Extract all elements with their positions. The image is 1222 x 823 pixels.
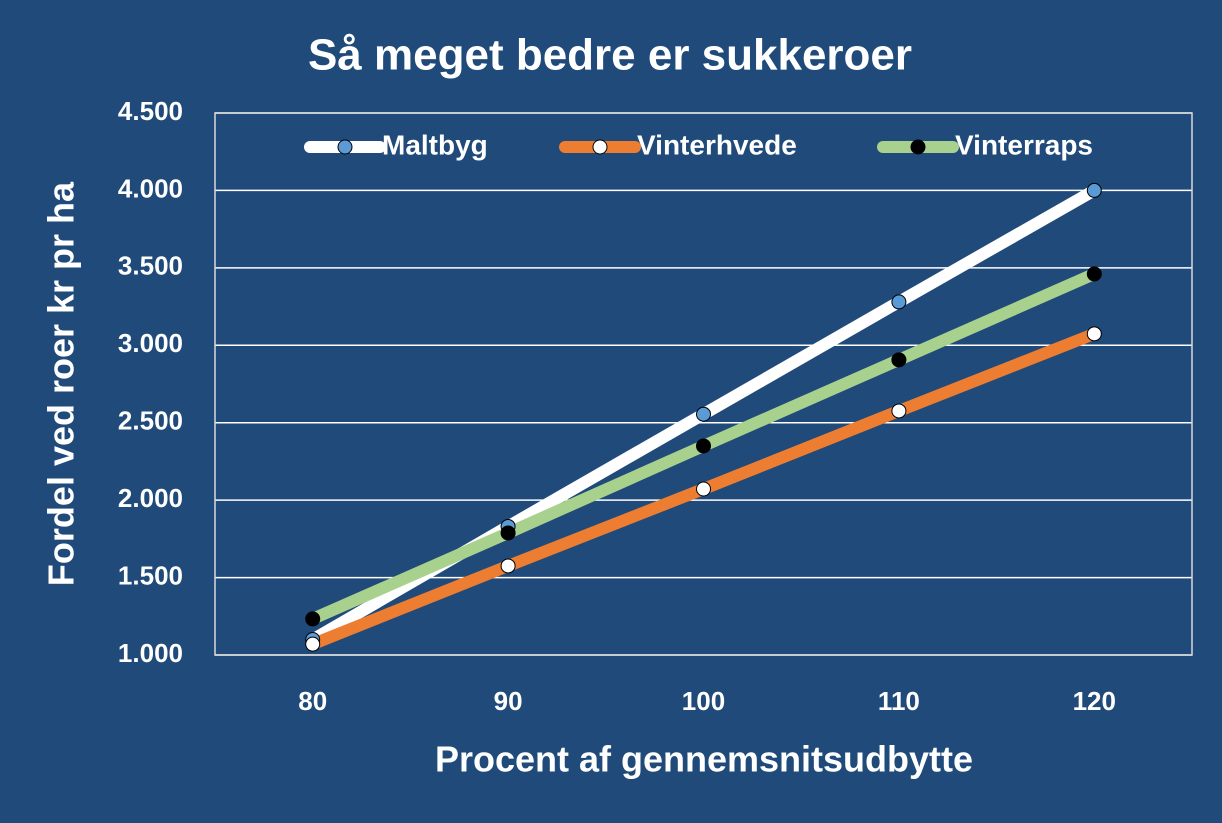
y-tick-label: 2.500 <box>118 406 183 436</box>
data-point <box>696 438 711 454</box>
legend-label: Vinterhvede <box>637 129 797 160</box>
x-tick-label: 80 <box>298 686 327 716</box>
data-point <box>696 481 711 497</box>
legend-marker <box>592 139 608 155</box>
data-point <box>891 352 907 368</box>
data-point <box>1086 326 1102 342</box>
x-tick-label: 110 <box>878 686 920 716</box>
data-point <box>1086 182 1102 198</box>
y-axis-title: Fordel ved roer kr pr ha <box>41 181 82 586</box>
data-point <box>500 525 516 541</box>
y-tick-label: 1.000 <box>118 638 183 668</box>
x-tick-label: 90 <box>494 686 523 716</box>
data-point <box>500 558 516 574</box>
x-axis-title: Procent af gennemsnitsudbytte <box>435 739 973 780</box>
plot-border <box>214 112 1193 656</box>
y-tick-label: 3.000 <box>118 328 183 358</box>
legend-marker <box>337 139 353 155</box>
y-tick-label: 1.500 <box>118 560 183 590</box>
legend-label: Vinterraps <box>955 129 1093 160</box>
y-tick-label: 4.500 <box>118 96 183 126</box>
data-point <box>891 294 907 310</box>
data-point <box>891 403 907 419</box>
x-tick-label: 100 <box>682 686 725 716</box>
x-tick-label: 120 <box>1073 686 1116 716</box>
data-point <box>305 611 321 627</box>
y-tick-label: 3.500 <box>118 251 183 281</box>
y-tick-label: 4.000 <box>118 173 183 203</box>
data-point <box>696 406 711 422</box>
legend-marker <box>910 139 926 155</box>
data-point <box>305 636 321 652</box>
data-point <box>1086 266 1102 282</box>
legend-label: Maltbyg <box>382 129 488 160</box>
y-tick-label: 2.000 <box>118 483 183 513</box>
chart-title: Så meget bedre er sukkeroer <box>308 31 912 80</box>
